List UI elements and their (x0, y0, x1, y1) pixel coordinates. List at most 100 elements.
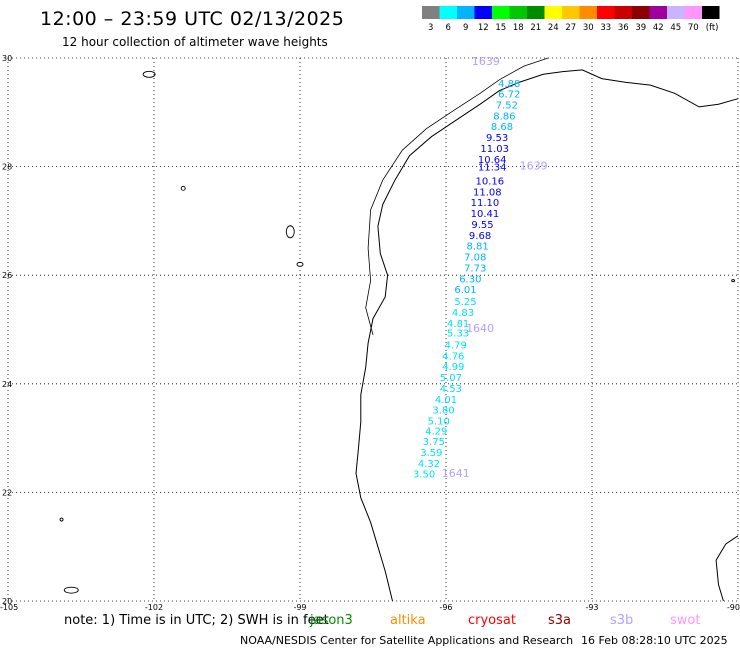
legend-bin-label: 21 (530, 23, 541, 33)
legend-swatch (684, 6, 702, 19)
legend-swatch (492, 6, 510, 19)
lake-outline (180, 185, 186, 191)
legend-swatch (667, 6, 685, 19)
legend-swatch (509, 6, 527, 19)
wave-height-label: 3.59 (420, 448, 442, 459)
legend-swatch (439, 6, 457, 19)
wave-height-label: 9.68 (469, 231, 491, 242)
wave-height-label: 6.72 (498, 90, 520, 101)
legend-swatch (702, 6, 720, 19)
wave-height-label: 3.75 (423, 437, 445, 448)
legend-swatch (562, 6, 580, 19)
wave-height-label: 8.81 (467, 242, 489, 253)
wave-height-label: 4.99 (442, 362, 464, 373)
legend-bin-label: 70 (688, 23, 699, 33)
lon-tick-label: -93 (585, 603, 598, 612)
satellite-jason3: jason3 (310, 613, 353, 628)
lon-tick-label: -90 (727, 603, 740, 612)
wave-height-label: 4.53 (440, 384, 462, 395)
legend-swatch (579, 6, 597, 19)
legend-bin-label: 45 (670, 23, 681, 33)
lat-tick-label: 30 (2, 54, 12, 63)
pass-number-label: 1639 (472, 55, 500, 68)
wave-height-label: 4.83 (452, 308, 474, 319)
legend-bin-label: 6 (446, 23, 451, 33)
wave-height-label: 6.30 (459, 274, 481, 285)
wave-height-label: 5.10 (428, 417, 450, 428)
lat-tick-label: 28 (2, 163, 12, 172)
gulf-coastline (355, 69, 739, 602)
wave-height-label: 8.68 (491, 122, 513, 133)
satellite-s3b: s3b (610, 613, 634, 628)
lake-outline (296, 261, 304, 267)
legend-bin-label: 3 (428, 23, 433, 33)
wave-height-label: 3.50 (413, 470, 435, 481)
wave-height-label: 9.53 (486, 133, 508, 144)
legend-swatch (597, 6, 615, 19)
wave-height-label: 5.25 (454, 297, 476, 308)
wave-height-label: 11.34 (478, 162, 507, 173)
legend-bin-label: 33 (600, 23, 611, 33)
lake-outline (142, 70, 156, 78)
lon-tick-label: -102 (145, 603, 163, 612)
color-legend: 3 6 9 12 15 18 21 24 27 30 33 36 39 42 45 70 (ft) (422, 6, 720, 33)
pass-number-label: 1641 (442, 467, 470, 480)
legend-bin-label: 9 (463, 23, 468, 33)
wave-height-label: 4.76 (442, 351, 464, 362)
footer-timestamp: 16 Feb 08:28:10 UTC 2025 (581, 634, 728, 647)
satellite-cryosat: cryosat (468, 613, 516, 628)
legend-bin-label: 42 (653, 23, 664, 33)
legend-swatch (632, 6, 650, 19)
wave-height-label: 4.88 (498, 79, 520, 90)
legend-bin-label: 15 (495, 23, 506, 33)
pass-number-label: 1640 (466, 322, 494, 335)
wave-height-label: 10.16 (475, 177, 504, 188)
lat-tick-label: 20 (2, 597, 12, 606)
lake-outline (285, 225, 295, 239)
wave-height-label: 10.64 (478, 155, 507, 166)
legend-unit-label: (ft) (706, 23, 719, 33)
satellite-swot: swot (670, 613, 701, 628)
legend-bin-label: 18 (513, 23, 524, 33)
lat-tick-label: 24 (2, 380, 12, 389)
legend-bin-label: 24 (548, 23, 559, 33)
legend-swatch (614, 6, 632, 19)
wave-height-label: 5.07 (440, 373, 462, 384)
legend-bin-label: 27 (565, 23, 576, 33)
lon-tick-label: -105 (0, 603, 18, 612)
legend-swatch (649, 6, 667, 19)
wave-height-label: 8.86 (493, 111, 515, 122)
wave-height-label: 5.33 (447, 329, 469, 340)
wave-height-label: 6.01 (454, 285, 476, 296)
satellite-altika: altika (390, 613, 426, 628)
wave-height-label: 4.79 (445, 341, 467, 352)
lon-tick-label: -96 (439, 603, 452, 612)
wave-height-label: 4.01 (435, 395, 457, 406)
lagoon-coastline (365, 57, 549, 336)
axis-ticks: 20 22 24 26 28 30 -105 -102 -99 -96 -93 -90 (0, 54, 740, 612)
wave-height-label: 11.10 (471, 198, 500, 209)
legend-bin-label: 39 (635, 23, 646, 33)
wave-height-label: 11.03 (480, 144, 509, 155)
lat-tick-label: 22 (2, 488, 12, 497)
wave-height-label: 11.08 (473, 187, 502, 198)
wave-height-label: 7.73 (464, 263, 486, 274)
legend-swatch (422, 6, 440, 19)
wave-height-label: 4.32 (418, 459, 440, 470)
legend-swatch (544, 6, 562, 19)
note-text: note: 1) Time is in UTC; 2) SWH is in fe… (64, 613, 329, 628)
lake-outline (59, 517, 64, 522)
satellite-s3a: s3a (548, 613, 572, 628)
coastline (59, 57, 739, 602)
yucatan-coastline (715, 535, 739, 602)
wave-height-label: 3.80 (432, 406, 454, 417)
page-subtitle: 12 hour collection of altimeter wave hei… (62, 35, 328, 49)
wave-height-label: 10.41 (471, 209, 500, 220)
page-title: 12:00 – 23:59 UTC 02/13/2025 (40, 8, 345, 30)
lake-outline (63, 586, 79, 594)
wave-height-label: 7.52 (496, 100, 518, 111)
legend-bin-label: 12 (478, 23, 489, 33)
footer-credit: NOAA/NESDIS Center for Satellite Applica… (240, 634, 574, 647)
